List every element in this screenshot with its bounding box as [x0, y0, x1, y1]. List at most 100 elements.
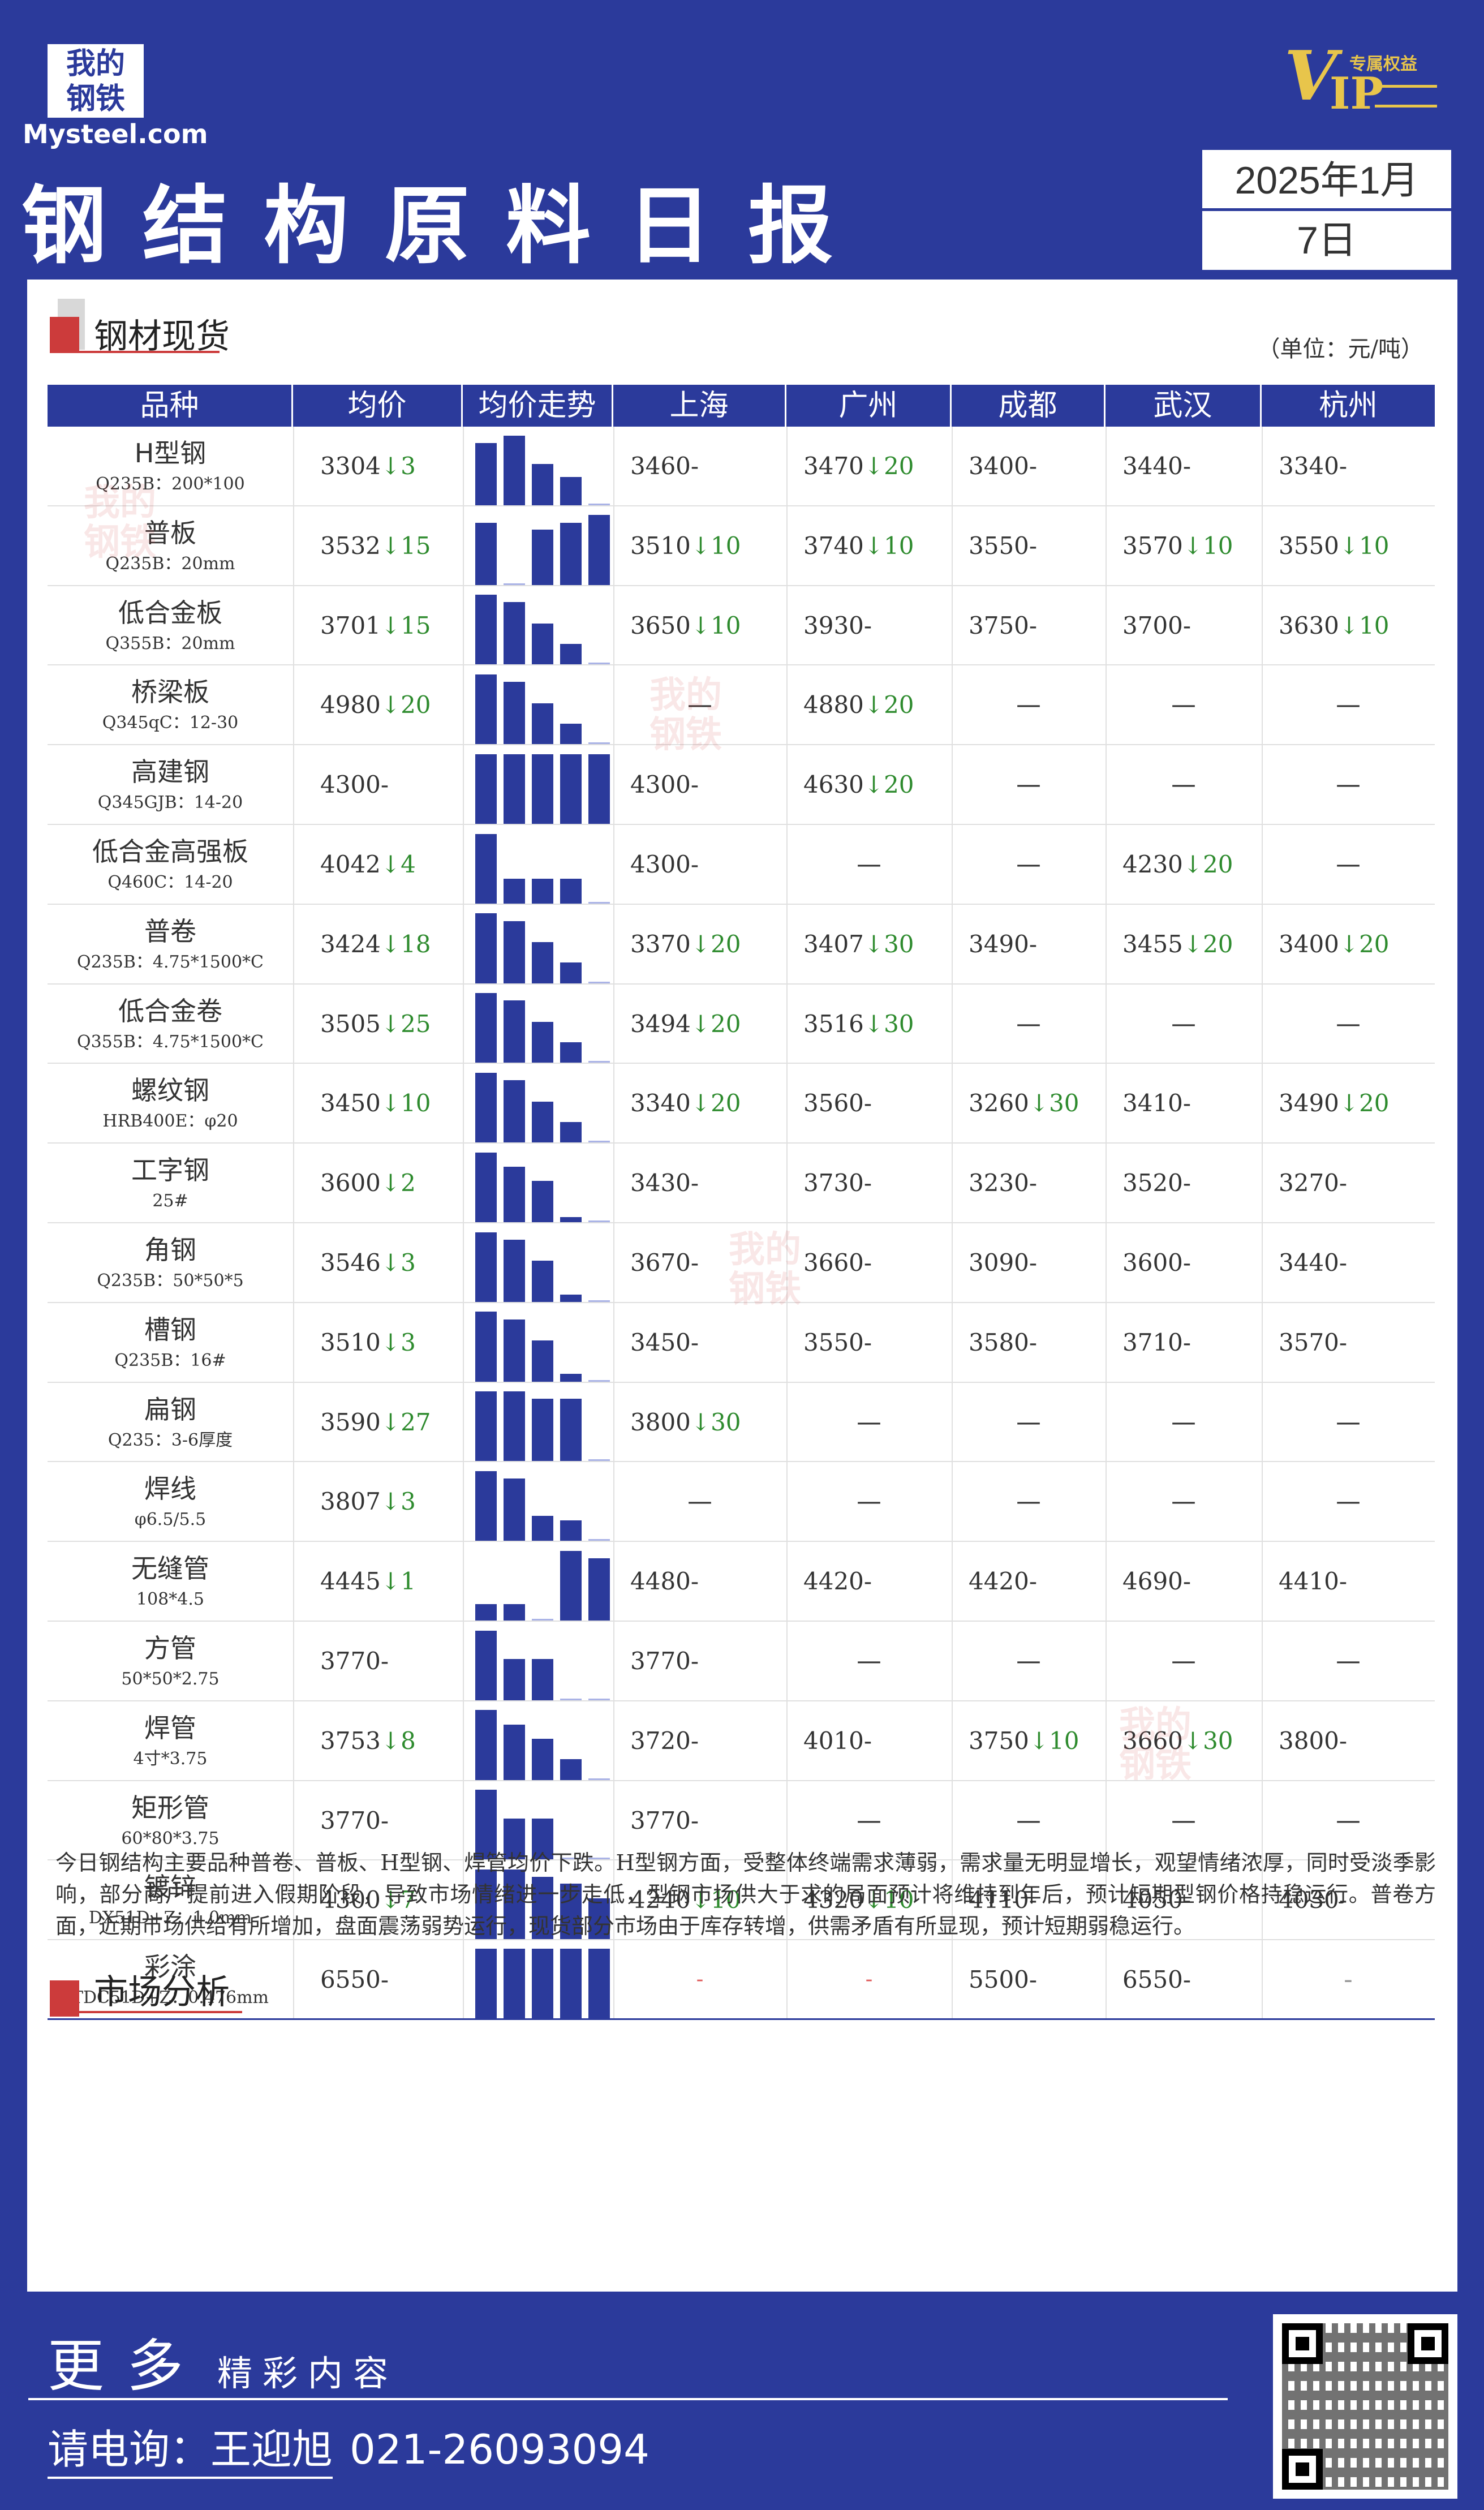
column-divider	[1262, 1064, 1263, 1143]
table-row: 无缝管 108*4.5 4445↓1 4480- 4420- 4420- 4690- 4410…	[48, 1542, 1435, 1622]
city-price: 3660	[1122, 1726, 1183, 1755]
table-row: 桥梁板 Q345qC：12-30 4980↓20—4880↓20— — —	[48, 665, 1435, 746]
no-price: —	[1171, 770, 1196, 800]
avg-price: 3505	[320, 1009, 381, 1038]
no-price: —	[1171, 1407, 1196, 1437]
trend-chart	[463, 1383, 613, 1462]
city-price: 4690	[1122, 1567, 1183, 1596]
city-price-change: ↓20	[1182, 850, 1233, 878]
trend-bar	[560, 1217, 582, 1222]
table-row: 扁钢 Q235：3-6厚度 3590↓27 3800↓30 — — — —	[48, 1382, 1435, 1463]
trend-bar	[560, 1948, 582, 2018]
trend-bar	[504, 583, 525, 585]
city-price: 4300	[630, 771, 691, 799]
no-price: —	[1336, 770, 1361, 800]
column-divider	[1106, 665, 1107, 745]
column-divider	[952, 1860, 953, 1940]
trend-bar	[504, 1167, 525, 1222]
city-price: 3770	[630, 1806, 691, 1834]
variety-spec: Q345GJB：14-20	[97, 793, 243, 813]
city-price-change: -	[863, 1567, 872, 1596]
column-divider	[613, 1781, 614, 1860]
column-divider	[952, 427, 953, 505]
trend-bar	[588, 742, 610, 745]
variety-spec: Q345qC：12-30	[102, 713, 239, 733]
column-divider	[952, 586, 953, 665]
trend-bar	[475, 833, 497, 904]
variety-spec: Q460C：14-20	[107, 872, 233, 892]
column-divider	[786, 1542, 788, 1621]
trend-bar	[475, 595, 497, 665]
column-divider	[1262, 1303, 1263, 1382]
table-row: 彩涂 TDC51D+Z：0.476mm 6550- - -5500- 6550- -	[48, 1940, 1435, 2020]
trend-chart	[463, 905, 613, 983]
avg-price-cell: 3424↓18	[293, 905, 463, 983]
column-divider	[293, 1462, 294, 1541]
variety-spec: DX51D+Z：1.0mm	[88, 1908, 252, 1928]
vip-decor-lines	[1375, 85, 1437, 108]
no-price: —	[1016, 1009, 1041, 1038]
city-price: 3580	[969, 1328, 1029, 1356]
column-divider	[786, 824, 788, 904]
city-price-change: -	[1339, 1169, 1348, 1197]
column-divider	[1262, 904, 1263, 983]
section-spot-underline	[50, 351, 220, 353]
city-price-change: -	[863, 1248, 872, 1277]
column-divider	[1106, 904, 1107, 983]
variety-cell: 低合金高强板 Q460C：14-20	[48, 825, 293, 904]
avg-price-change: ↓3	[380, 1328, 416, 1356]
column-divider	[293, 1701, 294, 1780]
price-cell-guangzhou: 3660-	[786, 1223, 952, 1302]
column-divider	[1106, 1860, 1107, 1940]
avg-price: 3753	[320, 1726, 381, 1755]
trend-bar	[504, 1000, 525, 1063]
column-divider	[952, 1701, 953, 1780]
city-price-change: -	[1339, 1567, 1348, 1596]
column-divider	[293, 824, 294, 904]
city-price-change: ↓30	[690, 1408, 741, 1436]
price-cell-wuhan: —	[1106, 985, 1262, 1063]
variety-cell: 焊管 4寸*3.75	[48, 1701, 293, 1780]
city-price-change: -	[863, 1169, 872, 1197]
city-price-change: ↓30	[863, 930, 914, 958]
column-divider	[463, 1303, 464, 1382]
col-header-wuhan: 武汉	[1106, 385, 1262, 427]
qr-code-icon[interactable]	[1273, 2314, 1457, 2499]
unit-label: （单位：元/吨）	[1257, 336, 1423, 362]
trend-bar	[560, 477, 582, 505]
city-price-change: ↓20	[690, 1009, 741, 1038]
avg-price-change: ↓7	[380, 1886, 416, 1914]
column-divider	[786, 427, 788, 505]
city-price-change: ↓10	[1339, 531, 1390, 560]
price-cell-hangzhou: 3440-	[1262, 1223, 1435, 1302]
variety-cell: 镀锌 DX51D+Z：1.0mm	[48, 1860, 293, 1939]
column-divider	[463, 1701, 464, 1780]
variety-spec: Q235B：20mm	[105, 553, 235, 574]
city-price-change: ↓30	[1182, 1726, 1233, 1755]
col-header-shanghai: 上海	[613, 385, 786, 427]
variety-name: 桥梁板	[131, 677, 209, 708]
trend-bar	[475, 1630, 497, 1700]
trend-chart	[463, 1542, 613, 1621]
column-divider	[293, 586, 294, 665]
avg-price-cell: 3505↓25	[293, 985, 463, 1063]
price-cell-wuhan: —	[1106, 1622, 1262, 1700]
column-divider	[613, 427, 614, 505]
variety-spec: Q235B：200*100	[96, 474, 245, 494]
column-divider	[952, 1621, 953, 1700]
price-cell-hangzhou: 4410-	[1262, 1542, 1435, 1621]
trend-bar	[475, 913, 497, 983]
avg-price-change: ↓15	[380, 611, 431, 639]
col-header-avg: 均价	[293, 385, 463, 427]
no-price: —	[1336, 1407, 1361, 1437]
city-price-change: -	[690, 1567, 699, 1596]
table-body: H型钢 Q235B：200*100 3304↓3 3460- 3470↓20 3400- 3…	[48, 427, 1435, 2020]
city-price: 3510	[630, 531, 691, 560]
column-divider	[1106, 1303, 1107, 1382]
price-cell-hangzhou: —	[1262, 1383, 1435, 1462]
trend-bar	[532, 878, 553, 904]
trend-bar	[504, 1391, 525, 1462]
city-price-change: -	[1182, 611, 1191, 639]
column-divider	[1262, 984, 1263, 1063]
city-price-change: -	[1029, 930, 1038, 958]
